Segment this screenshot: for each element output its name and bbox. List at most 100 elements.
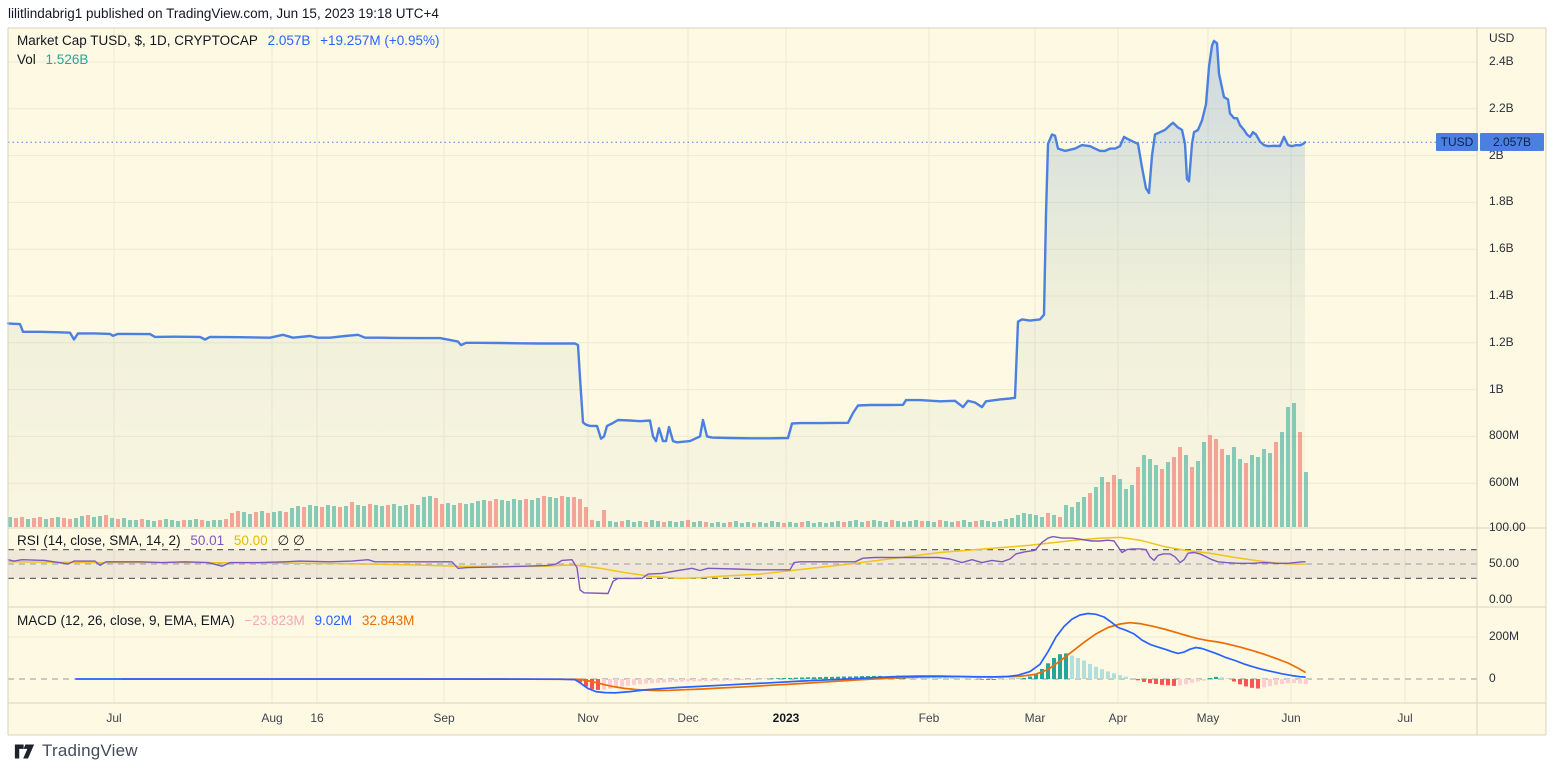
- macd-histogram-bar: [1274, 679, 1278, 685]
- volume-bar: [1178, 447, 1182, 527]
- volume-bar: [296, 506, 300, 527]
- volume-bar: [1100, 477, 1104, 527]
- macd-histogram-bar: [1160, 679, 1164, 685]
- macd-histogram-bar: [1088, 663, 1092, 679]
- volume-bar: [896, 521, 900, 527]
- macd-histogram-bar: [770, 678, 774, 679]
- volume-bar: [716, 522, 720, 527]
- volume-bar: [476, 501, 480, 527]
- macd-histogram-bar: [1184, 679, 1188, 685]
- macd-histogram-bar: [1046, 663, 1050, 680]
- macd-histogram-bar: [1112, 673, 1116, 679]
- volume-bar: [452, 505, 456, 527]
- macd-histogram-bar: [1208, 678, 1212, 679]
- macd-histogram-bar: [1238, 679, 1242, 685]
- macd-histogram-bar: [1106, 671, 1110, 679]
- macd-histogram-bar: [1034, 673, 1038, 680]
- macd-histogram-bar: [806, 677, 810, 679]
- volume-bar: [1196, 461, 1200, 527]
- macd-histogram-bar: [1262, 679, 1266, 688]
- macd-histogram-bar: [938, 676, 942, 679]
- volume-bar: [800, 522, 804, 527]
- volume-bar: [1130, 485, 1134, 527]
- macd-histogram-bar: [1292, 679, 1296, 683]
- price-label-value: 2.057B: [1480, 133, 1544, 151]
- volume-bar: [668, 521, 672, 527]
- volume-bar: [50, 518, 54, 527]
- macd-histogram-bar: [614, 679, 618, 688]
- macd-histogram-bar: [1064, 653, 1068, 679]
- volume-bar: [1274, 442, 1278, 527]
- volume-bar: [1082, 497, 1086, 527]
- macd-histogram-bar: [1178, 679, 1182, 686]
- volume-bar: [1040, 517, 1044, 527]
- volume-bar: [224, 519, 228, 527]
- volume-bar: [86, 515, 90, 527]
- volume-bar: [710, 523, 714, 527]
- volume-bar: [842, 522, 846, 527]
- macd-histogram-bar: [584, 679, 588, 687]
- volume-bar: [152, 521, 156, 527]
- volume-bar: [110, 518, 114, 527]
- volume-bar: [872, 520, 876, 527]
- volume-bar: [644, 522, 648, 527]
- volume-bar: [632, 522, 636, 527]
- macd-histogram-bar: [1058, 654, 1062, 679]
- volume-bar: [140, 519, 144, 527]
- volume-bar: [1202, 442, 1206, 527]
- volume-bar: [704, 522, 708, 527]
- macd-histogram-bar: [1082, 660, 1086, 679]
- volume-bar: [1268, 453, 1272, 527]
- macd-histogram-bar: [656, 679, 660, 683]
- volume-bar: [482, 500, 486, 527]
- market-cap-line: [6, 39, 1307, 444]
- volume-bar: [1292, 403, 1296, 527]
- macd-histogram-bar: [1220, 677, 1224, 679]
- macd-line: [75, 612, 1306, 694]
- macd-histogram-bar: [1142, 679, 1146, 682]
- volume-bar: [1118, 479, 1122, 527]
- macd-histogram-bar: [1196, 679, 1200, 682]
- volume-bar: [974, 521, 978, 527]
- macd-histogram-bar: [944, 677, 948, 679]
- volume-bar: [212, 520, 216, 527]
- volume-bar: [146, 520, 150, 527]
- volume-bar: [1190, 467, 1194, 527]
- volume-bar: [218, 520, 222, 527]
- volume-bar: [1226, 455, 1230, 527]
- macd-histogram-bar: [992, 679, 996, 680]
- volume-bar: [392, 504, 396, 527]
- volume-bar: [1106, 482, 1110, 527]
- volume-bar: [1208, 435, 1212, 527]
- macd-histogram-bar: [836, 676, 840, 679]
- volume-bar: [1160, 469, 1164, 527]
- volume-bar: [824, 523, 828, 527]
- volume-bar: [1148, 459, 1152, 527]
- macd-histogram-bar: [1148, 679, 1152, 684]
- volume-bar: [962, 520, 966, 527]
- volume-bar: [806, 521, 810, 527]
- volume-bar: [1094, 487, 1098, 527]
- volume-bar: [1076, 502, 1080, 527]
- volume-bar: [428, 496, 432, 527]
- volume-bar: [182, 520, 186, 527]
- volume-bar: [194, 519, 198, 527]
- macd-histogram-bar: [662, 679, 666, 683]
- volume-bar: [404, 505, 408, 527]
- macd-histogram-bar: [578, 679, 582, 683]
- volume-bar: [422, 497, 426, 527]
- volume-bar: [44, 519, 48, 527]
- tradingview-logo-link[interactable]: TradingView: [14, 741, 138, 761]
- volume-bar: [188, 520, 192, 527]
- macd-histogram-bar: [608, 679, 612, 689]
- volume-bar: [1034, 515, 1038, 527]
- macd-histogram-bar: [956, 678, 960, 679]
- macd-histogram-bar: [686, 679, 690, 682]
- macd-histogram-bar: [926, 676, 930, 679]
- volume-bar: [134, 520, 138, 527]
- macd-histogram-bar: [1250, 679, 1254, 688]
- volume-bar: [596, 521, 600, 527]
- macd-histogram-bar: [1076, 658, 1080, 679]
- macd-histogram-bar: [854, 676, 858, 679]
